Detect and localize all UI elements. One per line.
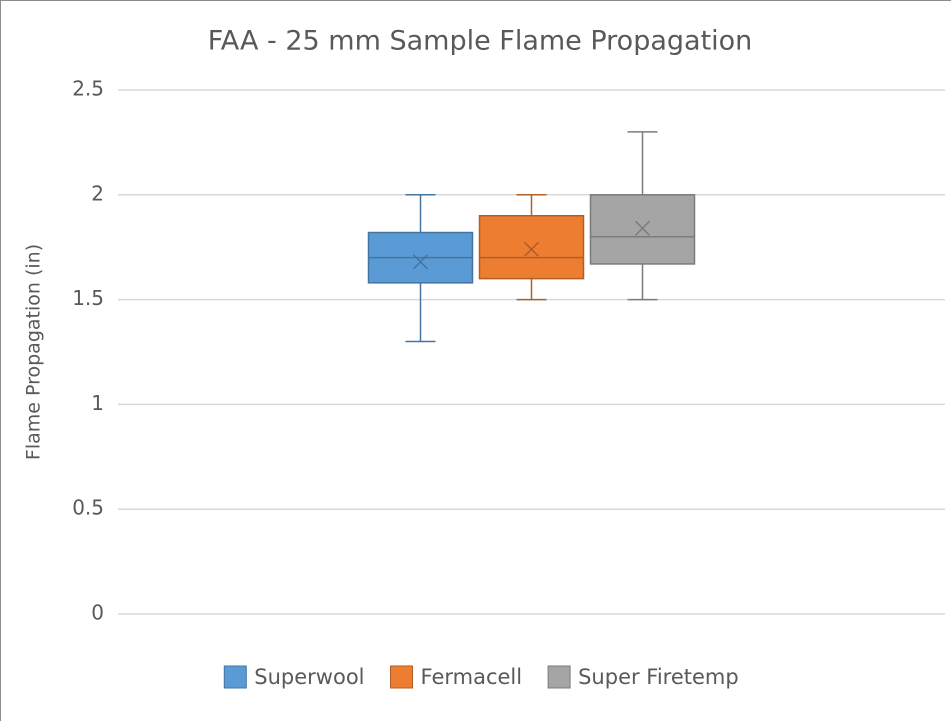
legend-label: Fermacell bbox=[421, 665, 523, 689]
y-tick-label: 1.5 bbox=[72, 286, 104, 310]
legend-swatch bbox=[223, 665, 247, 689]
y-tick-label: 1 bbox=[91, 391, 104, 415]
mean-marker bbox=[523, 241, 540, 257]
y-tick-label: 0 bbox=[91, 601, 104, 625]
mean-marker bbox=[634, 220, 651, 236]
y-axis-label: Flame Propagation (in) bbox=[23, 244, 45, 460]
y-tick-label: 0.5 bbox=[72, 496, 104, 520]
mean-marker bbox=[412, 254, 429, 270]
y-tick-label: 2.5 bbox=[72, 77, 104, 101]
legend-swatch bbox=[390, 665, 414, 689]
y-tick-label: 2 bbox=[91, 181, 104, 205]
legend-label: Super Firetemp bbox=[578, 665, 739, 689]
box bbox=[478, 215, 585, 280]
legend-swatch bbox=[547, 665, 571, 689]
legend-label: Superwool bbox=[254, 665, 364, 689]
chart-title: FAA - 25 mm Sample Flame Propagation bbox=[208, 26, 753, 57]
